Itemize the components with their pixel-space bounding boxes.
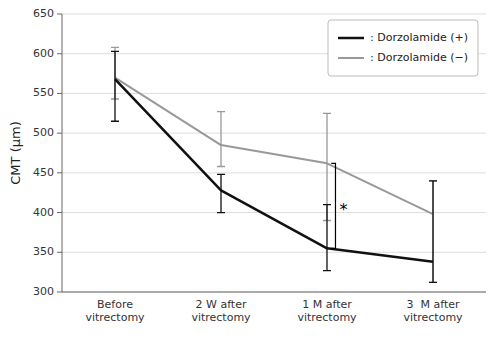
x-tick-label: 2 W aftervitrectomy bbox=[191, 298, 251, 324]
chart: 300 350 400 450 500 550 600 650 Beforevitrectomy… bbox=[0, 0, 500, 340]
error-bar bbox=[217, 112, 225, 167]
x-tick-label: 3 M aftervitrectomy bbox=[403, 298, 463, 324]
error-bar bbox=[429, 181, 437, 283]
y-axis-label: CMT (μm) bbox=[8, 121, 23, 184]
grid-line bbox=[62, 212, 486, 213]
line bbox=[115, 78, 433, 215]
grid-line bbox=[62, 14, 486, 15]
legend-box bbox=[328, 20, 478, 76]
series bbox=[111, 47, 437, 282]
y-tick bbox=[57, 172, 62, 173]
grid bbox=[62, 14, 486, 292]
y-axis-line bbox=[62, 14, 63, 292]
grid-line bbox=[62, 172, 486, 173]
grid-line bbox=[62, 93, 486, 94]
series bbox=[111, 51, 437, 282]
y-tick bbox=[57, 14, 62, 15]
axes: 300 350 400 450 500 550 600 650 Beforevitrectomy… bbox=[33, 7, 486, 324]
legend: : Dorzolamide (+) : Dorzolamide (−) bbox=[328, 20, 478, 76]
y-tick-label: 350 bbox=[33, 245, 54, 258]
annotation: * bbox=[339, 200, 347, 219]
error-bar bbox=[217, 174, 225, 212]
y-tick bbox=[57, 133, 62, 134]
grid-line bbox=[62, 252, 486, 253]
grid-line bbox=[62, 292, 486, 293]
y-tick-label: 500 bbox=[33, 126, 54, 139]
legend-label: : Dorzolamide (+) bbox=[370, 31, 468, 44]
line bbox=[115, 79, 433, 262]
y-tick-label: 550 bbox=[33, 86, 54, 99]
y-tick bbox=[57, 93, 62, 94]
y-tick-label: 450 bbox=[33, 166, 54, 179]
y-tick bbox=[57, 53, 62, 54]
legend-swatch bbox=[338, 57, 364, 59]
y-tick bbox=[57, 212, 62, 213]
error-bar bbox=[323, 205, 331, 271]
annotations: * bbox=[331, 163, 347, 248]
x-tick-label: 1 M aftervitrectomy bbox=[297, 298, 357, 324]
error-bar bbox=[429, 181, 437, 283]
y-tick bbox=[57, 292, 62, 293]
grid-line bbox=[62, 133, 486, 134]
bracket bbox=[331, 163, 335, 248]
y-tick-label: 600 bbox=[33, 47, 54, 60]
plot-area bbox=[111, 47, 437, 282]
error-bar bbox=[111, 51, 119, 121]
x-tick-label: Beforevitrectomy bbox=[85, 298, 145, 324]
legend-label: : Dorzolamide (−) bbox=[370, 51, 468, 64]
y-tick bbox=[57, 252, 62, 253]
legend-swatch bbox=[338, 37, 364, 40]
y-tick-label: 300 bbox=[33, 285, 54, 298]
y-tick-label: 400 bbox=[33, 206, 54, 219]
y-tick-label: 650 bbox=[33, 7, 54, 20]
x-axis-line bbox=[62, 292, 486, 293]
